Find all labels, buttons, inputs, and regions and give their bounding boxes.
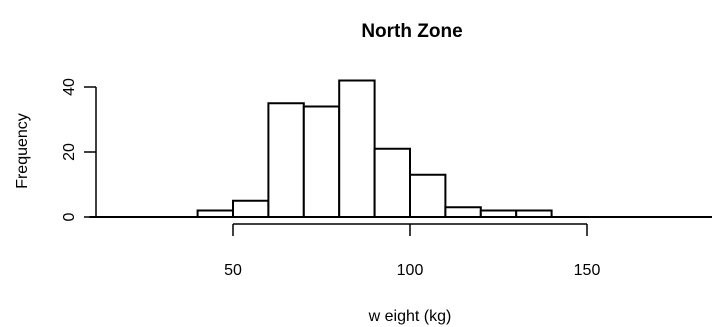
x-axis-label: w eight (kg) [368, 308, 452, 325]
histogram-bar [409, 173, 447, 218]
y-tick-label: 40 [61, 78, 78, 96]
x-tick-label: 100 [397, 262, 424, 279]
x-tick-label: 150 [574, 262, 601, 279]
histogram-bar [444, 206, 482, 218]
histogram-bar [232, 199, 270, 218]
histogram-bar [338, 79, 376, 218]
bars-group [89, 79, 712, 218]
x-tick-label: 50 [224, 262, 242, 279]
histogram-bar [196, 209, 235, 218]
x-axis: 50 100 150 [224, 223, 601, 279]
histogram-bar [515, 209, 553, 218]
y-axis: 0 20 40 [61, 78, 97, 221]
histogram-bar [373, 147, 412, 218]
histogram-bar [267, 102, 305, 218]
y-axis-label: Frequency [14, 113, 31, 189]
y-tick-label: 20 [61, 143, 78, 161]
chart-title: North Zone [361, 21, 462, 42]
y-tick-label: 0 [61, 212, 78, 221]
histogram-bar [302, 105, 341, 218]
histogram-bar [479, 209, 518, 218]
